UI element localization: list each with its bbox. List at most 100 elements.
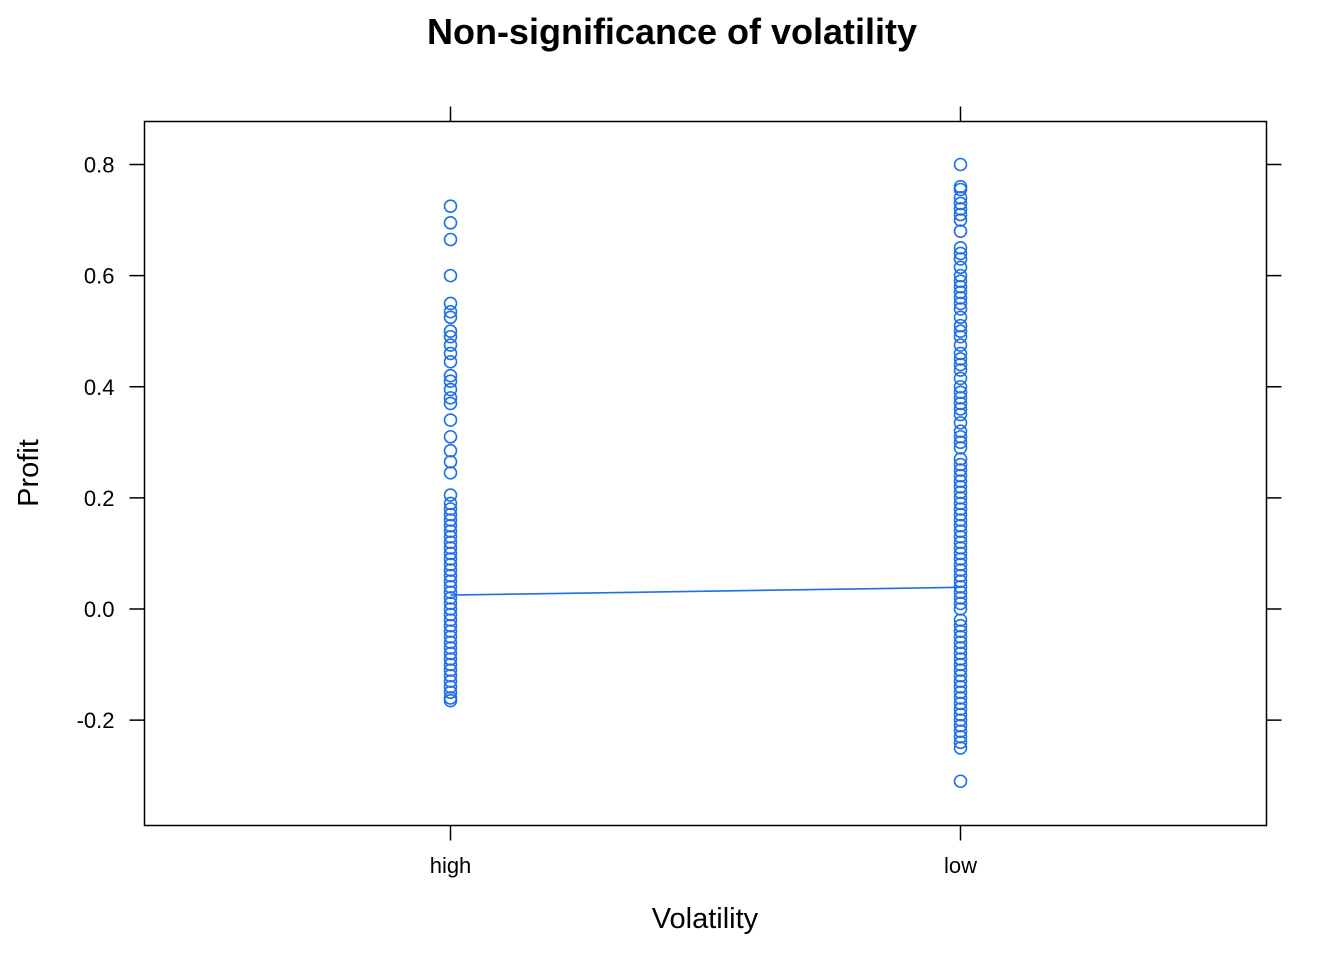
data-point	[443, 552, 458, 566]
data-point	[953, 652, 968, 666]
data-point	[443, 443, 458, 458]
data-point	[953, 241, 968, 255]
data-point	[443, 304, 458, 319]
data-point	[953, 668, 968, 683]
data-point	[953, 624, 968, 639]
y-tick-label: 0.0	[84, 597, 115, 622]
data-point	[953, 202, 968, 216]
data-point	[443, 466, 458, 480]
data-point	[953, 296, 968, 311]
data-point	[953, 324, 968, 338]
data-point	[953, 213, 968, 227]
data-point	[443, 679, 458, 694]
data-point	[443, 663, 458, 677]
data-point	[953, 346, 968, 361]
data-point	[443, 368, 458, 383]
data-point	[953, 774, 968, 789]
data-point	[953, 352, 968, 366]
data-point	[443, 557, 458, 572]
data-point	[953, 574, 968, 589]
data-point	[953, 157, 968, 172]
data-point	[953, 385, 968, 400]
data-point	[443, 613, 458, 627]
data-point	[953, 396, 968, 411]
data-point	[443, 382, 458, 397]
data-point	[953, 463, 968, 477]
data-point	[953, 641, 968, 655]
mean-line-group	[450, 586, 961, 596]
data-point	[953, 657, 968, 672]
data-point	[953, 496, 968, 511]
data-point	[443, 563, 458, 577]
data-point	[953, 629, 968, 644]
data-point	[953, 479, 968, 494]
data-point	[953, 696, 968, 711]
data-point	[443, 618, 458, 633]
data-point	[953, 691, 968, 705]
mean-line	[450, 586, 961, 596]
data-point	[953, 707, 968, 722]
data-point	[953, 552, 968, 566]
data-point	[953, 252, 968, 266]
data-point	[443, 429, 458, 444]
chart-title: Non-significance of volatility	[427, 11, 917, 52]
y-tick-label: -0.2	[77, 708, 115, 733]
data-point	[953, 191, 968, 205]
data-point	[953, 535, 968, 550]
data-point	[443, 391, 458, 405]
data-point	[953, 285, 968, 300]
data-point	[443, 413, 458, 427]
data-point	[953, 279, 968, 294]
data-point	[953, 182, 968, 197]
data-point	[953, 524, 968, 539]
data-point	[443, 652, 458, 666]
data-point	[953, 329, 968, 344]
data-point	[443, 496, 458, 511]
x-axis: high low	[430, 106, 977, 878]
data-points	[443, 157, 968, 789]
data-point	[953, 685, 968, 700]
data-point	[443, 629, 458, 644]
data-point	[443, 546, 458, 561]
data-point	[953, 424, 968, 439]
data-point	[443, 579, 458, 594]
data-point	[443, 674, 458, 689]
data-point	[953, 602, 968, 616]
data-point	[443, 568, 458, 583]
data-point	[443, 454, 458, 469]
data-point	[953, 674, 968, 689]
y-tick-label: 0.6	[84, 264, 115, 289]
data-point	[953, 468, 968, 483]
data-point	[953, 457, 968, 472]
data-point	[443, 596, 458, 611]
data-point	[443, 624, 458, 639]
x-axis-label: Volatility	[652, 903, 759, 935]
data-point	[953, 274, 968, 288]
data-point	[443, 374, 458, 388]
data-point	[953, 196, 968, 211]
data-point	[953, 729, 968, 744]
data-point	[443, 535, 458, 550]
data-point	[953, 507, 968, 522]
data-point	[443, 346, 458, 361]
data-point	[443, 310, 458, 325]
data-point	[443, 602, 458, 616]
data-point	[443, 502, 458, 516]
data-point	[953, 391, 968, 405]
data-point	[953, 435, 968, 450]
data-point	[953, 718, 968, 733]
data-point	[953, 529, 968, 544]
data-point	[953, 268, 968, 283]
data-point	[953, 416, 968, 430]
data-point	[443, 396, 458, 411]
data-point	[953, 441, 968, 455]
data-point	[953, 557, 968, 572]
data-point	[443, 668, 458, 683]
data-point	[443, 216, 458, 230]
data-point	[953, 568, 968, 583]
data-point	[953, 702, 968, 716]
data-point	[953, 179, 968, 194]
data-point	[953, 546, 968, 561]
data-point	[953, 541, 968, 555]
